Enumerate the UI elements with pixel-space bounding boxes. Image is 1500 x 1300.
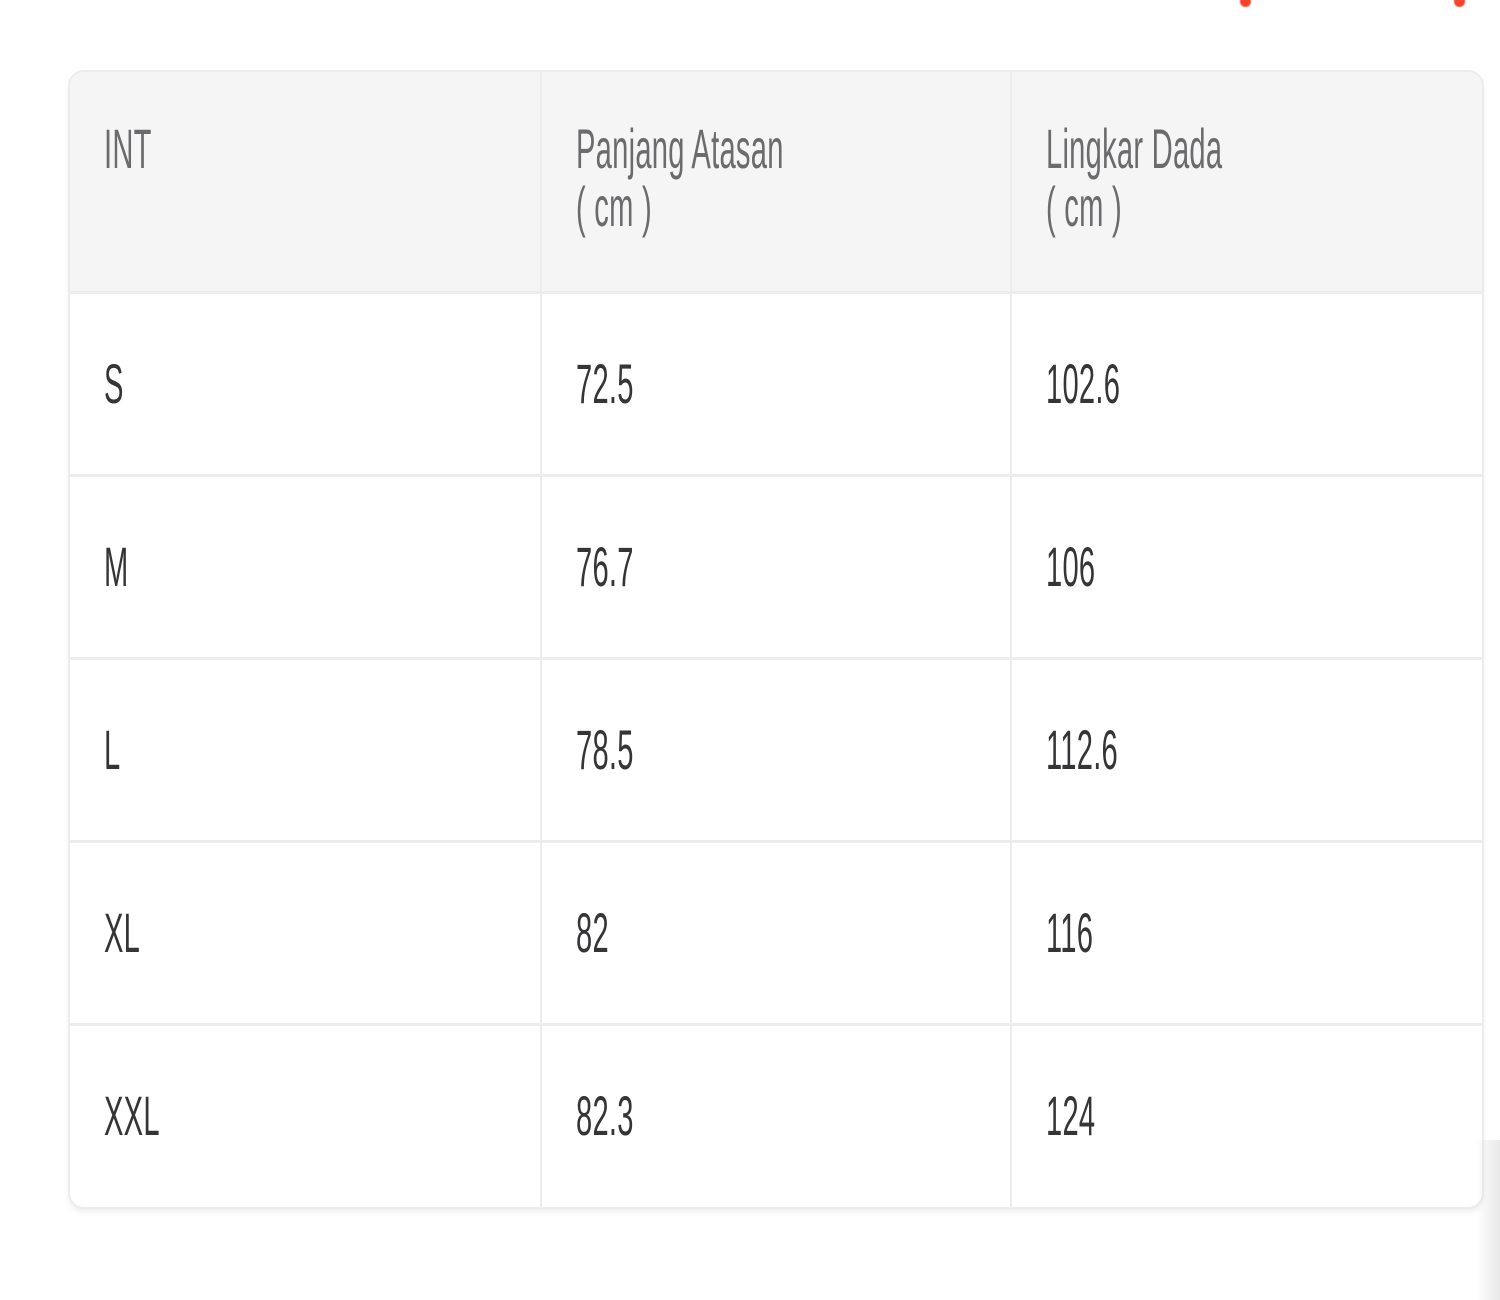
size-label: S	[104, 351, 124, 415]
lingkar-dada-cell: 106	[1010, 475, 1482, 660]
clipped-red-text-remnant-icon	[1240, 0, 1251, 7]
column-header-int: INT	[70, 72, 541, 294]
panjang-atasan-value: 82	[575, 900, 609, 964]
lingkar-dada-cell: 124	[1010, 1024, 1482, 1207]
size-cell: XL	[70, 841, 541, 1026]
lingkar-dada-cell: 102.6	[1010, 292, 1482, 477]
panjang-atasan-cell: 82.3	[539, 1024, 1012, 1207]
lingkar-dada-value: 124	[1046, 1084, 1096, 1148]
panjang-atasan-value: 72.5	[575, 351, 634, 415]
size-chart-card: INT Panjang Atasan ( cm ) Lingkar Dada (…	[68, 70, 1484, 1209]
size-label: XXL	[104, 1084, 160, 1148]
panjang-atasan-cell: 72.5	[539, 292, 1012, 477]
size-label: L	[104, 717, 121, 781]
column-header-lingkar-dada: Lingkar Dada ( cm )	[1010, 72, 1482, 294]
size-row-l: L 78.5 112.6	[70, 658, 1482, 843]
lingkar-dada-value: 106	[1046, 534, 1096, 598]
panjang-atasan-value: 76.7	[575, 534, 634, 598]
lingkar-dada-value: 102.6	[1046, 351, 1121, 415]
column-unit: ( cm )	[575, 175, 652, 238]
lingkar-dada-cell: 112.6	[1010, 658, 1482, 843]
panjang-atasan-cell: 78.5	[539, 658, 1012, 843]
size-label: M	[104, 534, 129, 598]
clipped-red-text-remnant-icon	[1454, 0, 1465, 7]
panjang-atasan-cell: 76.7	[539, 475, 1012, 660]
size-chart-table: INT Panjang Atasan ( cm ) Lingkar Dada (…	[70, 72, 1482, 1207]
panjang-atasan-cell: 82	[539, 841, 1012, 1026]
column-header-panjang-atasan: Panjang Atasan ( cm )	[539, 72, 1012, 294]
size-cell: S	[70, 292, 541, 477]
lingkar-dada-cell: 116	[1010, 841, 1482, 1026]
column-label: Panjang Atasan	[575, 117, 784, 180]
panjang-atasan-value: 78.5	[575, 717, 634, 781]
column-unit: ( cm )	[1046, 175, 1123, 238]
size-row-s: S 72.5 102.6	[70, 292, 1482, 477]
table-header-row: INT Panjang Atasan ( cm ) Lingkar Dada (…	[70, 72, 1482, 294]
lingkar-dada-value: 116	[1046, 900, 1094, 964]
size-cell: XXL	[70, 1024, 541, 1207]
size-label: XL	[104, 900, 141, 964]
size-cell: L	[70, 658, 541, 843]
panjang-atasan-value: 82.3	[575, 1084, 634, 1148]
size-cell: M	[70, 475, 541, 660]
size-row-m: M 76.7 106	[70, 475, 1482, 660]
column-label: Lingkar Dada	[1046, 117, 1223, 180]
size-row-xxl: XXL 82.3 124	[70, 1024, 1482, 1207]
lingkar-dada-value: 112.6	[1046, 717, 1119, 781]
size-row-xl: XL 82 116	[70, 841, 1482, 1026]
column-label: INT	[104, 117, 152, 180]
